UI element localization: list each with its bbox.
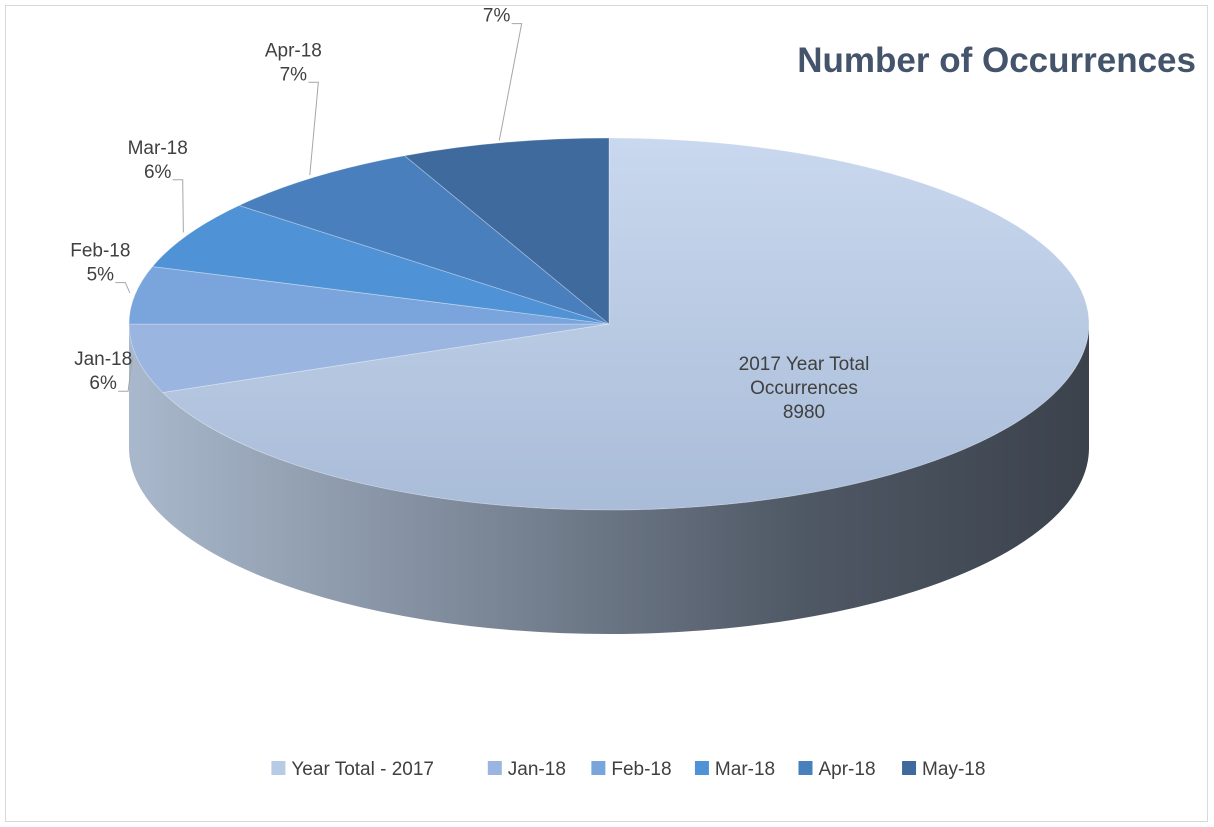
data-label-line: 7% — [280, 64, 308, 85]
data-label-apr-18: Apr-18 7% — [265, 40, 322, 85]
data-label-line: Apr-18 — [265, 40, 322, 61]
leader-line-jan-18 — [118, 356, 133, 392]
leader-line-apr-18 — [308, 81, 319, 176]
legend-label: Jan-18 — [508, 759, 566, 780]
legend: Year Total - 2017 Jan-18 Feb-18 Mar-18 Apr-1… — [271, 759, 985, 780]
legend-item-jan-18: Jan-18 — [487, 759, 566, 780]
data-label-may-18: May-187% — [483, 6, 511, 27]
pie-slice-feb-18 — [128, 266, 610, 325]
data-labels: 2017 Year Total Occurrences 8980 Jan-18 6% Fe… — [70, 6, 869, 423]
data-label-line: 2017 Year Total — [739, 354, 870, 375]
data-label-line: Occurrences — [750, 378, 858, 399]
pie-slice-jan-18 — [128, 323, 610, 393]
pie-side-wall — [129, 324, 1089, 634]
pie-chart: Number of Occurrences 2017 Year Total Occ… — [70, 6, 1196, 780]
leader-lines — [115, 23, 523, 392]
legend-item-feb-18: Feb-18 — [591, 759, 672, 780]
legend-swatch — [271, 761, 286, 775]
pie-slice-mar-18 — [151, 205, 610, 325]
leader-line-may-18 — [498, 23, 523, 141]
pie-side-wall-surface — [129, 324, 1089, 634]
pie-slices — [128, 137, 1090, 511]
legend-item-may-18: May-18 — [902, 759, 985, 780]
data-label-line: Feb-18 — [70, 241, 130, 262]
data-label-line: 5% — [87, 265, 115, 286]
pie-slice-apr-18 — [238, 155, 610, 325]
pie-slice-may-18 — [403, 137, 610, 325]
legend-swatch — [487, 761, 502, 775]
data-label-feb-18: Feb-18 5% — [70, 241, 130, 286]
chart-frame: Number of Occurrences 2017 Year Total Occ… — [5, 5, 1208, 822]
legend-swatch — [591, 761, 606, 775]
legend-swatch — [694, 761, 709, 775]
data-label-line: 6% — [89, 373, 117, 394]
legend-item-year-total-2017: Year Total - 2017 — [271, 759, 434, 780]
data-label-line: 8980 — [783, 402, 825, 423]
data-label-jan-18: Jan-18 6% — [74, 349, 132, 394]
leader-line-feb-18 — [115, 282, 131, 294]
legend-label: Mar-18 — [715, 759, 775, 780]
chart-title: Number of Occurrences — [797, 41, 1196, 80]
data-label-line: Mar-18 — [128, 138, 188, 159]
legend-label: Feb-18 — [611, 759, 671, 780]
legend-swatch — [798, 761, 813, 775]
legend-label: Year Total - 2017 — [291, 759, 434, 780]
legend-item-mar-18: Mar-18 — [694, 759, 775, 780]
legend-item-apr-18: Apr-18 — [798, 759, 876, 780]
data-label-year-total-2017: 2017 Year Total Occurrences 8980 — [739, 354, 870, 423]
data-label-mar-18: Mar-18 6% — [128, 138, 188, 183]
legend-label: May-18 — [922, 759, 985, 780]
data-label-line: 6% — [144, 162, 172, 183]
legend-swatch — [902, 761, 917, 775]
pie-slice-year-total-2017 — [161, 137, 1090, 511]
data-label-line: Jan-18 — [74, 349, 132, 370]
data-label-line: 7% — [483, 6, 511, 27]
leader-line-mar-18 — [172, 179, 184, 233]
legend-label: Apr-18 — [818, 759, 875, 780]
